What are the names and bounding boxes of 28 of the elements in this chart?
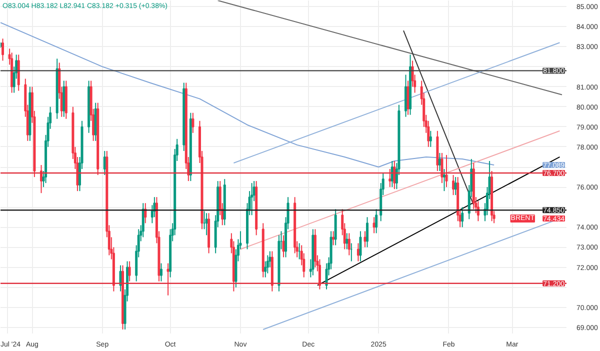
candlestick	[366, 216, 369, 248]
candlestick	[192, 112, 194, 134]
candlestick	[375, 208, 378, 234]
candlestick	[318, 258, 321, 290]
candlestick	[442, 168, 446, 192]
candlestick	[332, 230, 335, 246]
candlestick	[429, 130, 432, 148]
candlestick	[266, 254, 269, 274]
candlestick	[166, 262, 170, 296]
candlestick	[282, 234, 285, 258]
candlestick	[40, 164, 43, 194]
candlestick	[445, 154, 448, 188]
candlestick	[250, 182, 254, 216]
candlestick	[393, 160, 396, 190]
candlestick	[461, 206, 464, 228]
candlestick	[452, 174, 455, 196]
candlestick	[128, 260, 131, 282]
candlestick	[144, 202, 147, 224]
candlestick	[440, 152, 444, 184]
candlestick	[359, 230, 362, 262]
candlestick	[364, 230, 366, 248]
candlestick	[119, 264, 122, 292]
candlestick	[476, 200, 480, 222]
candlestick	[348, 232, 350, 256]
candlestick	[388, 168, 392, 188]
candlestick	[346, 232, 348, 250]
line-series	[0, 22, 495, 168]
candlestick	[160, 262, 162, 282]
